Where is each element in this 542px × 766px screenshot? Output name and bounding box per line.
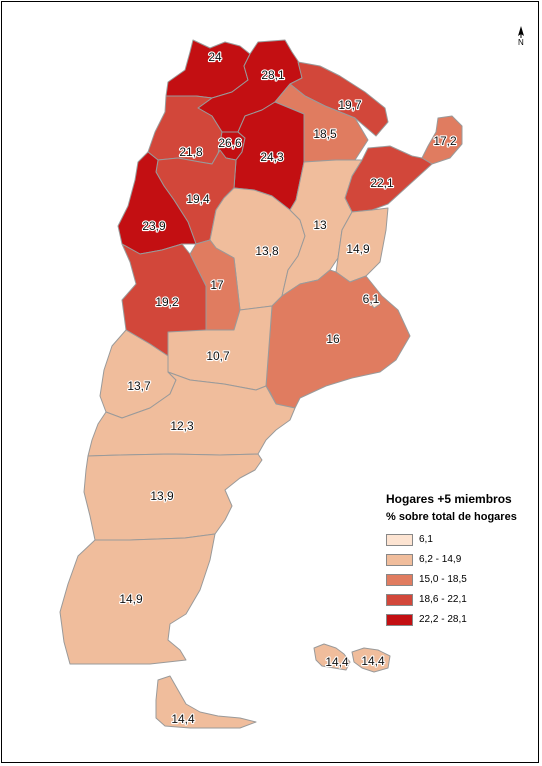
label-tucuman: 26,6 [218,136,242,150]
legend-label: 6,2 - 14,9 [419,554,462,565]
legend-row: 15,0 - 18,5 [386,572,528,587]
legend-swatch [386,593,413,606]
label-neuquen: 13,7 [127,379,151,393]
province-misiones [421,115,463,165]
province-chubut [83,453,263,541]
label-malvinas-west: 14,4 [325,655,349,669]
province-malvinas-west [313,643,351,671]
label-santacruz: 14,9 [119,592,143,606]
legend-label: 18,6 - 22,1 [419,594,467,605]
label-malvinas-east: 14,4 [361,654,385,668]
label-rionegro: 12,3 [170,419,194,433]
label-formosa: 19,7 [338,98,362,112]
label-salta: 28,1 [261,68,285,82]
province-santacruz [59,533,216,665]
label-cordoba: 13,8 [255,244,279,258]
provinces [59,39,463,729]
label-larioja: 19,4 [186,192,210,206]
legend-row: 22,2 - 28,1 [386,612,528,627]
label-buenosaires: 16 [326,332,340,346]
legend: Hogares +5 miembros % sobre total de hog… [386,492,528,632]
label-santiago: 24,3 [260,150,284,164]
legend-subtitle: % sobre total de hogares [386,511,517,523]
label-tierradelfuego: 14,4 [171,712,195,726]
province-malvinas-east [351,647,391,673]
legend-label: 15,0 - 18,5 [419,574,467,585]
label-entrerios: 14,9 [346,242,370,256]
legend-label: 22,2 - 28,1 [419,614,467,625]
province-tierradelfuego [155,675,257,729]
legend-title: Hogares +5 miembros [386,492,512,506]
legend-row: 6,1 [386,532,528,547]
legend-swatch [386,533,413,546]
legend-swatch [386,573,413,586]
legend-swatch [386,553,413,566]
label-lapampa: 10,7 [206,349,230,363]
label-corrientes: 22,1 [370,176,394,190]
legend-row: 6,2 - 14,9 [386,552,528,567]
label-sanluis: 17 [210,278,224,292]
legend-row: 18,6 - 22,1 [386,592,528,607]
province-caba [369,297,381,309]
legend-swatch [386,613,413,626]
label-sanjuan: 23,9 [142,219,166,233]
label-chaco: 18,5 [313,127,337,141]
label-misiones: 17,2 [433,134,457,148]
north-label: N [518,38,524,47]
label-jujuy: 24 [208,50,222,64]
legend-label: 6,1 [419,534,433,545]
label-catamarca: 21,8 [179,145,203,159]
label-chubut: 13,9 [150,489,174,503]
north-arrow-icon [518,26,524,38]
label-mendoza: 19,2 [155,295,179,309]
value-labels: 24 28,1 19,7 18,5 17,2 21,8 26,6 24,3 22… [118,49,458,727]
label-santafe: 13 [313,218,327,232]
label-caba: 6,1 [363,292,380,306]
